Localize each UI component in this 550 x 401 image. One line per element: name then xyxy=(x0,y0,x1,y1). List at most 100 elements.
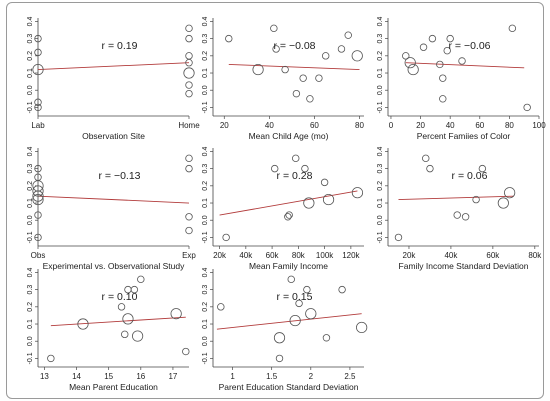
y-tick-label: 0.0 xyxy=(202,215,209,225)
data-point xyxy=(289,314,301,327)
data-point xyxy=(439,95,447,103)
y-tick-label: 0.1 xyxy=(27,68,34,78)
y-tick-label: 0.4 xyxy=(27,16,34,26)
x-tick-label: 1.5 xyxy=(266,372,278,381)
data-point xyxy=(284,213,292,221)
data-point xyxy=(131,330,144,342)
data-point xyxy=(34,164,42,173)
correlation-label: r = 0.28 xyxy=(277,170,313,182)
data-point xyxy=(472,195,480,204)
x-tick-label: 16 xyxy=(136,372,145,381)
data-point xyxy=(252,63,264,76)
y-tick-label: 0.3 xyxy=(202,34,209,44)
y-tick-label: -0.1 xyxy=(27,352,34,364)
panel-5: -0.1 0.0 0.1 0.2 0.3 0.4 20k 40k 60k 80k 100k 120k M… xyxy=(202,146,364,271)
fit-line xyxy=(37,62,190,71)
y-tick-label: 0.2 xyxy=(377,181,384,191)
data-point xyxy=(292,89,301,98)
y-tick-label: -0.1 xyxy=(27,101,34,113)
data-point xyxy=(439,74,447,82)
x-tick-label: Exp xyxy=(182,251,196,260)
x-tick-label: 17 xyxy=(168,372,177,381)
data-point xyxy=(303,197,315,209)
data-point xyxy=(185,164,193,173)
y-tick-label: 0.3 xyxy=(377,34,384,44)
data-point xyxy=(338,285,346,294)
data-point xyxy=(185,24,193,33)
data-point xyxy=(305,308,317,320)
x-axis-label: Mean Family Income xyxy=(249,261,328,271)
data-point xyxy=(271,164,279,173)
data-point xyxy=(351,50,363,62)
data-point xyxy=(504,187,516,199)
y-tick-label: 0.1 xyxy=(202,68,209,78)
fit-line xyxy=(37,195,190,204)
x-tick-label: 40k xyxy=(239,251,253,260)
data-point xyxy=(121,330,129,339)
x-tick-label: 60 xyxy=(475,121,484,130)
x-tick-label: Obs xyxy=(31,251,46,260)
data-point xyxy=(344,31,352,39)
y-tick-label: 0.2 xyxy=(202,302,209,312)
data-point xyxy=(222,233,230,242)
x-tick-label: 20 xyxy=(416,121,425,130)
x-axis-label: Observation Site xyxy=(82,131,145,141)
x-tick-label: 60k xyxy=(486,251,500,260)
x-axis-label: Mean Parent Education xyxy=(69,382,158,392)
data-point xyxy=(478,164,487,173)
x-tick-label: 0 xyxy=(389,121,394,130)
data-point xyxy=(34,211,42,219)
data-point xyxy=(306,95,314,103)
data-point xyxy=(321,52,330,60)
data-point xyxy=(292,154,300,163)
y-tick-label: 0.4 xyxy=(27,267,34,277)
x-tick-label: 40 xyxy=(446,121,455,130)
data-point xyxy=(170,308,182,320)
x-tick-label: 20 xyxy=(220,121,229,130)
y-tick-label: 0.3 xyxy=(202,285,209,295)
y-tick-label: 0.1 xyxy=(202,319,209,329)
x-tick-label: 1 xyxy=(230,372,235,381)
data-point xyxy=(322,193,335,206)
y-tick-label: 0.3 xyxy=(377,164,384,174)
data-point xyxy=(356,321,368,334)
data-point xyxy=(351,187,364,199)
data-point xyxy=(185,52,193,60)
data-point xyxy=(185,89,193,98)
data-point xyxy=(185,34,193,43)
data-point xyxy=(402,52,410,60)
x-axis-label: Family Income Standard Deviation xyxy=(399,261,529,271)
y-tick-label: 0.2 xyxy=(27,51,34,61)
x-tick-label: 60 xyxy=(310,121,319,130)
x-axis-label: Parent Education Standard Deviation xyxy=(219,382,359,392)
data-point xyxy=(32,190,44,202)
data-point xyxy=(436,60,444,69)
data-point xyxy=(453,211,461,219)
data-point xyxy=(320,178,329,187)
data-point xyxy=(117,303,126,311)
y-tick-label: 0.0 xyxy=(377,85,384,95)
fit-line xyxy=(216,313,362,330)
data-point xyxy=(461,213,470,221)
panel-3: -0.1 0.0 0.1 0.2 0.3 0.4 0 20 40 60 80 100 Percent F… xyxy=(377,16,546,141)
data-point xyxy=(185,81,193,89)
data-point xyxy=(315,74,323,82)
y-tick-label: 0.0 xyxy=(27,85,34,95)
data-point xyxy=(497,197,509,209)
data-point xyxy=(285,211,293,219)
x-tick-label: Lab xyxy=(31,121,45,130)
data-point xyxy=(225,34,233,43)
fit-line xyxy=(405,62,525,69)
data-point xyxy=(47,354,55,363)
x-tick-label: 40 xyxy=(265,121,274,130)
y-tick-label: 0.4 xyxy=(377,16,384,26)
data-point xyxy=(272,45,280,53)
data-point xyxy=(32,185,44,197)
fit-line xyxy=(398,195,514,201)
data-point xyxy=(301,164,309,173)
y-tick-label: 0.1 xyxy=(377,198,384,208)
y-tick-label: 0.4 xyxy=(202,16,209,26)
data-point xyxy=(183,67,195,79)
